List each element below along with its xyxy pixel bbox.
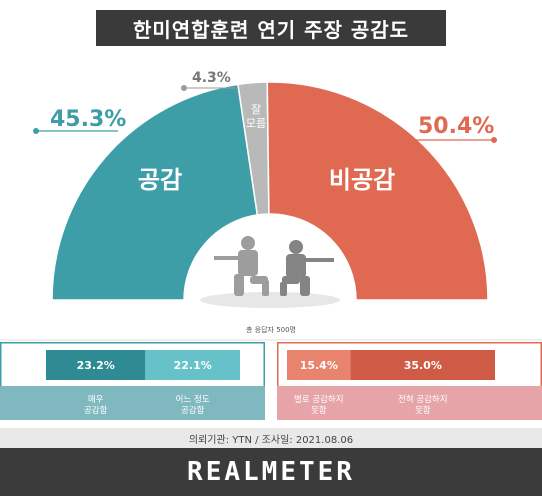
callout-bigonggam: 50.4%: [410, 114, 497, 143]
soldiers-illustration: [200, 236, 340, 308]
band-gonggam: [0, 386, 265, 420]
gonggam-bar-1: [145, 350, 240, 380]
slice-bigonggam: [266, 81, 489, 301]
slice-label-bigonggam: 비공감: [329, 166, 395, 194]
survey-source: 의뢰기관: YTN / 조사일: 2021.08.06: [0, 428, 542, 448]
callout-gonggam: 45.3%: [33, 107, 126, 134]
bigonggam-category-1: 전혀 공감하지 못함: [398, 394, 448, 416]
gonggam-bar-value-0: 23.2%: [77, 359, 115, 372]
callout-dont-know: 4.3%: [181, 70, 238, 91]
gonggam-category-0: 매우 공감함: [84, 395, 108, 416]
breakdown-panel-gonggam: 23.2% 매우 공감함 22.1% 어느 정도 공감함: [0, 342, 265, 420]
chart-canvas: 공감 비공감 잘 모름 45.3% 4.3% 50.4% 총 응답자 500명 …: [0, 70, 542, 420]
bigonggam-bar-value-0: 15.4%: [300, 359, 338, 372]
bigonggam-bar-1: [350, 350, 495, 380]
gonggam-bar-value-1: 22.1%: [174, 359, 212, 372]
respondents-note: 총 응답자 500명: [246, 325, 296, 334]
value-label-gonggam: 45.3%: [50, 107, 126, 132]
slice-gonggam: [51, 83, 259, 301]
bigonggam-category-0: 별로 공감하지 못함: [294, 394, 344, 416]
breakdown-panel-bigonggam: 15.4% 별로 공감하지 못함 35.0% 전혀 공감하지 못함: [277, 342, 542, 420]
brand-logo: REALMETER: [0, 448, 542, 496]
bigonggam-bar-0: [287, 350, 351, 380]
slice-label-dont-know-line2: 모름: [246, 117, 266, 130]
value-label-bigonggam: 50.4%: [418, 114, 494, 139]
slice-label-gonggam: 공감: [138, 166, 182, 194]
gonggam-bar-0: [46, 350, 146, 380]
value-label-dont-know: 4.3%: [192, 70, 231, 86]
bigonggam-bar-value-1: 35.0%: [404, 359, 442, 372]
gonggam-category-1: 어느 정도 공감함: [176, 394, 210, 416]
slice-label-dont-know-line1: 잘: [251, 103, 261, 116]
chart-title: 한미연합훈련 연기 주장 공감도: [96, 10, 446, 46]
band-bigonggam: [277, 386, 542, 420]
